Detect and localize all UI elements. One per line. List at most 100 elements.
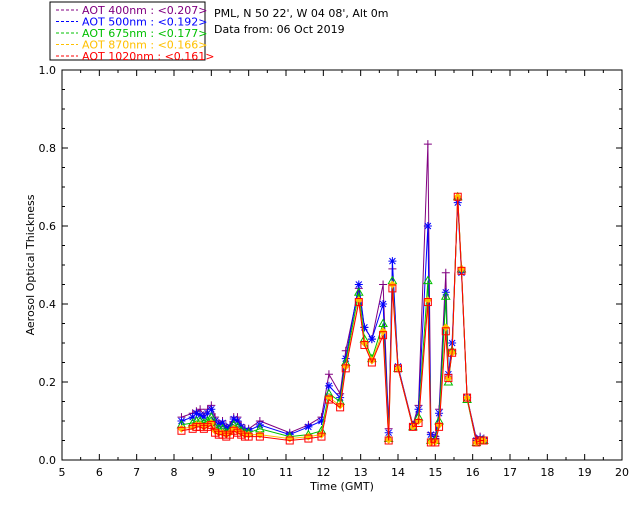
series-3 [177,192,488,447]
data-point [233,417,242,425]
series-2 [176,191,489,446]
series-line [181,196,484,444]
x-axis-label: Time (GMT) [309,480,374,493]
legend: AOT 400nm : <0.207>AOT 500nm : <0.192>AO… [49,1,215,63]
data-point [354,280,363,289]
data-point [379,300,388,308]
x-tick-label: 19 [578,466,592,479]
data-point [453,192,462,201]
data-point [423,298,432,307]
data-point [379,331,388,340]
data-point [324,381,333,390]
x-axis: 5 6 7 8 9 10 11 12 13 14 15 16 17 18 19 20 [59,70,629,479]
data-point [255,432,264,441]
x-tick-label: 12 [316,466,330,479]
series-line [181,202,485,442]
series-4 [177,192,488,447]
data-point [304,434,313,443]
x-tick-label: 15 [428,466,442,479]
data-point [192,409,201,418]
y-tick-label: 0.6 [39,220,57,233]
y-tick-label: 0.8 [39,142,57,155]
data-point [414,418,423,427]
data-point [367,335,376,344]
data-point [388,284,397,293]
data-point [207,405,216,414]
y-axis-label: Aerosol Optical Thickness [24,194,37,335]
data-point [448,348,457,357]
data-point [317,432,326,441]
data-point [177,426,186,435]
data-point [453,192,462,201]
series-line [181,144,485,440]
data-point [360,340,369,349]
data-point [317,417,326,425]
data-point [324,395,333,404]
y-tick-label: 0.4 [39,298,57,311]
data-point [196,411,205,420]
legend-entry: AOT 400nm : <0.207> [82,4,208,17]
y-tick-label: 0.0 [39,454,57,467]
station-info: PML, N 50 22', W 04 08', Alt 0m [214,7,388,20]
x-tick-label: 17 [503,466,517,479]
data-point [435,422,444,431]
data-point [354,298,363,307]
data-point [188,413,197,422]
data-point [285,436,294,445]
data-point [207,420,216,429]
data-point [384,436,393,445]
data-point [440,291,451,300]
legend-entry: AOT 870nm : <0.166> [82,39,208,52]
y-tick-label: 1.0 [39,64,57,77]
legend-entry: AOT 500nm : <0.192> [82,16,208,29]
x-tick-label: 16 [466,466,480,479]
data-point [199,413,208,422]
data-point [324,370,333,379]
y-axis: 0.0 0.2 0.4 0.6 0.8 1.0 [39,64,622,467]
series-line [181,196,484,444]
x-tick-label: 6 [96,466,103,479]
data-point [414,405,423,414]
data-point [394,364,402,373]
data-point [353,287,364,296]
series-layer [176,140,489,447]
data-point [388,257,397,266]
x-tick-label: 8 [171,466,178,479]
data-point [378,318,388,327]
x-tick-label: 9 [208,466,215,479]
data-point [441,327,450,336]
series-line [181,196,484,444]
data-point [218,418,227,427]
data-point [441,268,450,277]
data-point [423,275,433,285]
x-tick-label: 11 [279,466,293,479]
series-1 [177,198,488,445]
data-point [479,436,488,445]
data-point [203,409,212,418]
legend-box [49,1,206,61]
data-point [304,422,313,431]
data-point [423,140,432,149]
data-point [341,364,350,373]
data-point [379,280,388,289]
legend-entry: AOT 675nm : <0.177> [82,27,208,40]
x-tick-label: 20 [615,466,629,479]
data-point [444,374,453,383]
x-tick-label: 5 [59,466,66,479]
data-point [463,393,472,402]
x-tick-label: 7 [133,466,140,479]
data-point [367,358,376,367]
legend-entry: AOT 1020nm : <0.161> [82,50,215,63]
data-point [229,415,238,424]
data-point [360,323,369,332]
date-info: Data from: 06 Oct 2019 [214,23,345,36]
x-tick-label: 10 [242,466,256,479]
data-point [426,438,435,447]
y-tick-label: 0.2 [39,376,57,389]
data-point [336,403,345,412]
x-tick-label: 14 [391,466,405,479]
data-point [457,266,466,275]
x-tick-label: 13 [354,466,368,479]
x-tick-label: 18 [540,466,554,479]
data-point [244,432,253,441]
